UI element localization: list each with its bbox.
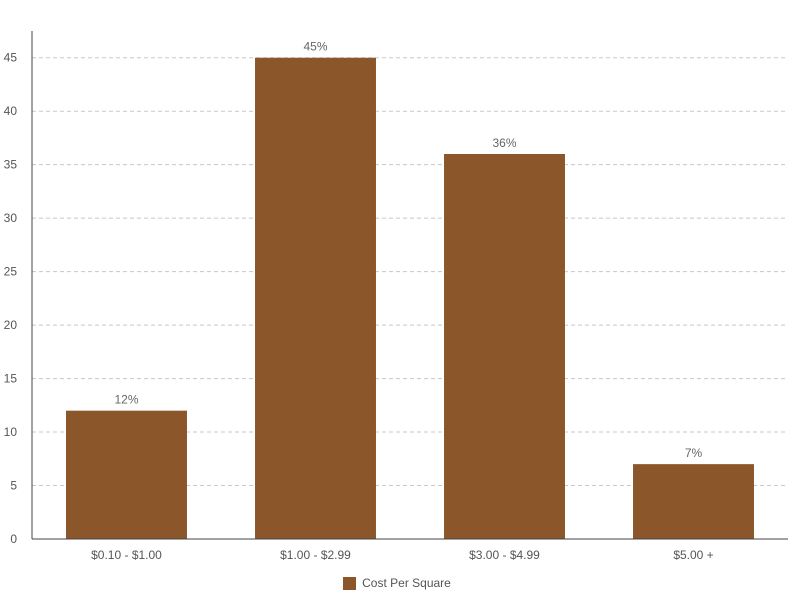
data-label: 12% <box>114 393 138 407</box>
y-tick-label: 15 <box>4 372 18 386</box>
bar <box>255 57 376 539</box>
bar <box>66 410 187 539</box>
y-tick-label: 30 <box>4 211 18 225</box>
y-tick-label: 40 <box>4 104 18 118</box>
bars <box>66 57 754 539</box>
x-tick-label: $3.00 - $4.99 <box>469 548 540 562</box>
x-tick-label: $0.10 - $1.00 <box>91 548 162 562</box>
data-label: 7% <box>685 446 703 460</box>
y-tick-label: 25 <box>4 265 18 279</box>
y-tick-label: 35 <box>4 158 18 172</box>
y-tick-label: 45 <box>4 51 18 65</box>
legend-swatch <box>343 576 357 590</box>
labels: 0 5 10 15 20 25 30 35 40 45 12% $0.10 - $1.00 45% $1.… <box>4 40 714 562</box>
axes <box>31 31 788 540</box>
bar <box>444 153 565 539</box>
x-tick-label: $5.00 + <box>673 548 713 562</box>
y-tick-label: 5 <box>10 479 17 493</box>
data-label: 36% <box>492 136 516 150</box>
data-label: 45% <box>303 40 327 54</box>
legend-label: Cost Per Square <box>362 576 451 590</box>
y-tick-label: 0 <box>10 532 17 546</box>
y-tick-label: 10 <box>4 425 18 439</box>
legend: Cost Per Square <box>0 576 794 590</box>
x-tick-label: $1.00 - $2.99 <box>280 548 351 562</box>
bar <box>633 464 754 539</box>
y-tick-label: 20 <box>4 318 18 332</box>
